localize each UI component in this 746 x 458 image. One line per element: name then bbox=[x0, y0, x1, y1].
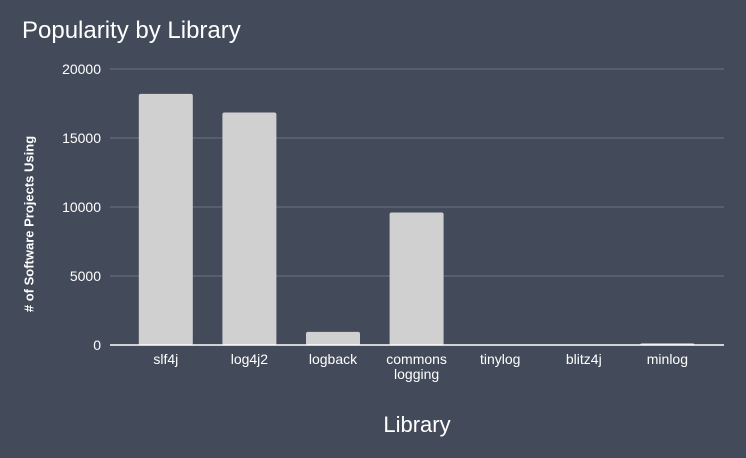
x-tick-label: blitz4j bbox=[566, 351, 602, 367]
y-tick-label: 20000 bbox=[62, 61, 101, 77]
x-axis-title: Library bbox=[383, 412, 451, 437]
bar bbox=[222, 112, 277, 345]
x-tick-label: logback bbox=[309, 351, 358, 367]
bar bbox=[306, 331, 360, 345]
x-tick-label: minlog bbox=[647, 351, 688, 367]
x-tick-label: slf4j bbox=[153, 351, 178, 367]
bar bbox=[389, 212, 444, 345]
y-axis-title: # of Software Projects Using bbox=[21, 135, 37, 313]
x-tick-label: tinylog bbox=[480, 351, 520, 367]
chart-title: Popularity by Library bbox=[22, 17, 241, 44]
y-tick-label: 5000 bbox=[70, 268, 101, 284]
x-tick-label: log4j2 bbox=[231, 351, 269, 367]
x-tick-label: commons logging bbox=[386, 351, 447, 382]
y-tick-label: 10000 bbox=[62, 199, 101, 215]
bar bbox=[138, 93, 193, 345]
y-tick-label: 0 bbox=[93, 337, 101, 353]
y-tick-label: 15000 bbox=[62, 130, 101, 146]
